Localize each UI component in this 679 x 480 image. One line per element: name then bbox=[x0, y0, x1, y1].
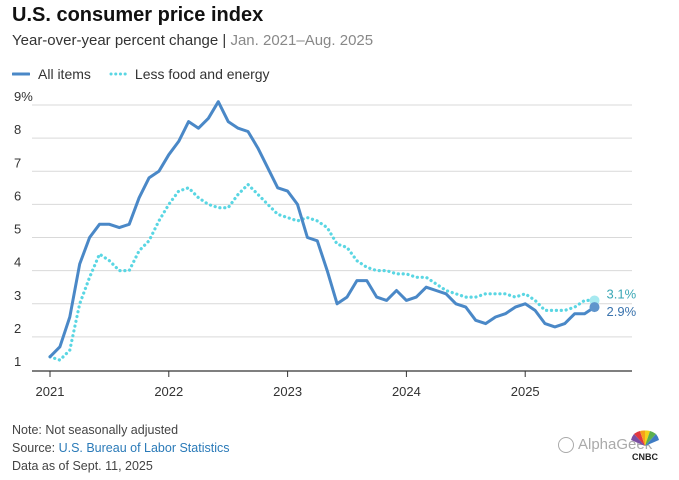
end-label-all-items: 2.9% bbox=[607, 304, 637, 319]
y-tick-label: 6 bbox=[14, 188, 21, 203]
legend-swatch-all-items bbox=[12, 72, 30, 76]
end-point-all-items bbox=[589, 302, 600, 313]
cpi-chart: 1 2 3 4 5 6 7 8 9% 2021 2022 2023 2024 2025 3.1% 2.9% bbox=[14, 89, 637, 399]
svg-text:CNBC: CNBC bbox=[632, 452, 658, 462]
chart-subtitle: Year-over-year percent change | Jan. 202… bbox=[12, 32, 373, 49]
note-text: Note: Not seasonally adjusted bbox=[12, 423, 179, 437]
y-tick-label: 7 bbox=[14, 155, 21, 170]
notes: Note: Not seasonally adjusted Source: U.… bbox=[12, 421, 229, 475]
watermark-icon bbox=[558, 436, 574, 453]
end-label-less-food-and-energy: 3.1% bbox=[607, 286, 637, 301]
legend: All items Less food and energy bbox=[12, 66, 288, 82]
x-tick-label: 2024 bbox=[392, 384, 421, 399]
y-tick-label: 9% bbox=[14, 89, 33, 104]
subtitle-main: Year-over-year percent change | bbox=[12, 32, 231, 49]
y-tick-label: 3 bbox=[14, 288, 21, 303]
legend-item-core: Less food and energy bbox=[109, 66, 270, 82]
chart-title: U.S. consumer price index bbox=[12, 4, 264, 26]
y-tick-label: 1 bbox=[14, 354, 21, 369]
y-tick-label: 8 bbox=[14, 122, 21, 137]
series-line-less-food-and-energy bbox=[48, 182, 597, 362]
y-tick-label: 2 bbox=[14, 321, 21, 336]
y-tick-label: 4 bbox=[14, 255, 21, 270]
cnbc-logo: CNBC bbox=[631, 430, 659, 462]
x-tick-label: 2021 bbox=[36, 384, 65, 399]
legend-label-core: Less food and energy bbox=[134, 66, 270, 82]
x-tick-label: 2025 bbox=[511, 384, 540, 399]
legend-item-all-items: All items bbox=[12, 66, 91, 82]
legend-label-all-items: All items bbox=[38, 66, 91, 82]
source-prefix: Source: bbox=[12, 441, 59, 455]
x-tick-label: 2022 bbox=[154, 384, 183, 399]
x-tick-label: 2023 bbox=[273, 384, 302, 399]
y-tick-label: 5 bbox=[14, 222, 21, 237]
subtitle-range: Jan. 2021–Aug. 2025 bbox=[230, 32, 374, 49]
source-link[interactable]: U.S. Bureau of Labor Statistics bbox=[58, 441, 230, 455]
data-as-of: Data as of Sept. 11, 2025 bbox=[12, 459, 153, 473]
series-line-all-items bbox=[48, 100, 596, 359]
source-line: Source: U.S. Bureau of Labor Statistics bbox=[12, 439, 229, 457]
